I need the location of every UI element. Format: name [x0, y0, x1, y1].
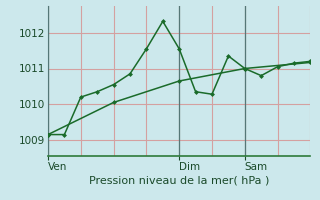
X-axis label: Pression niveau de la mer( hPa ): Pression niveau de la mer( hPa ) — [89, 176, 269, 186]
